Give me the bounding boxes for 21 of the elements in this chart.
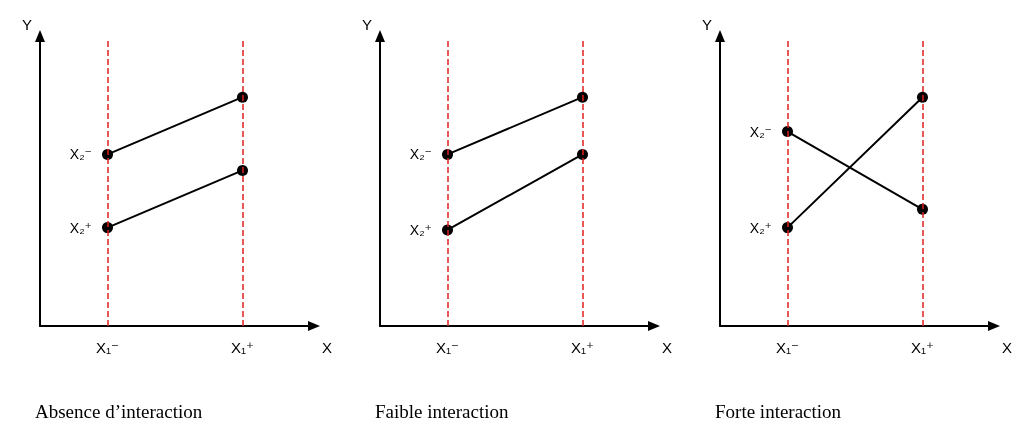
x-tick-label: X₁⁺: [911, 339, 934, 356]
x-axis-title: X: [1002, 339, 1013, 356]
x-tick-label: X₁⁺: [231, 339, 254, 356]
x-tick-label: X₁⁻: [436, 339, 459, 356]
x-tick-label: X₁⁻: [776, 339, 799, 356]
series-label: X₂⁻: [69, 146, 92, 163]
x-tick-label: X₁⁺: [571, 339, 594, 356]
text: Faible interaction: [375, 401, 509, 422]
series-label: X₂⁺: [69, 219, 92, 236]
text: Forte interaction: [715, 401, 842, 422]
series-label: X₂⁺: [409, 221, 432, 238]
y-axis-title: Y: [361, 16, 372, 33]
x-axis-title: X: [322, 339, 333, 356]
series-label: X₂⁺: [749, 219, 772, 236]
x-axis-title: X: [662, 339, 673, 356]
x-tick-label: X₁⁻: [96, 339, 119, 356]
text: Absence d’interaction: [35, 401, 203, 422]
y-axis-title: Y: [21, 16, 32, 33]
y-axis-title: Y: [701, 16, 712, 33]
series-label: X₂⁻: [749, 123, 772, 140]
series-label: X₂⁻: [409, 146, 432, 163]
